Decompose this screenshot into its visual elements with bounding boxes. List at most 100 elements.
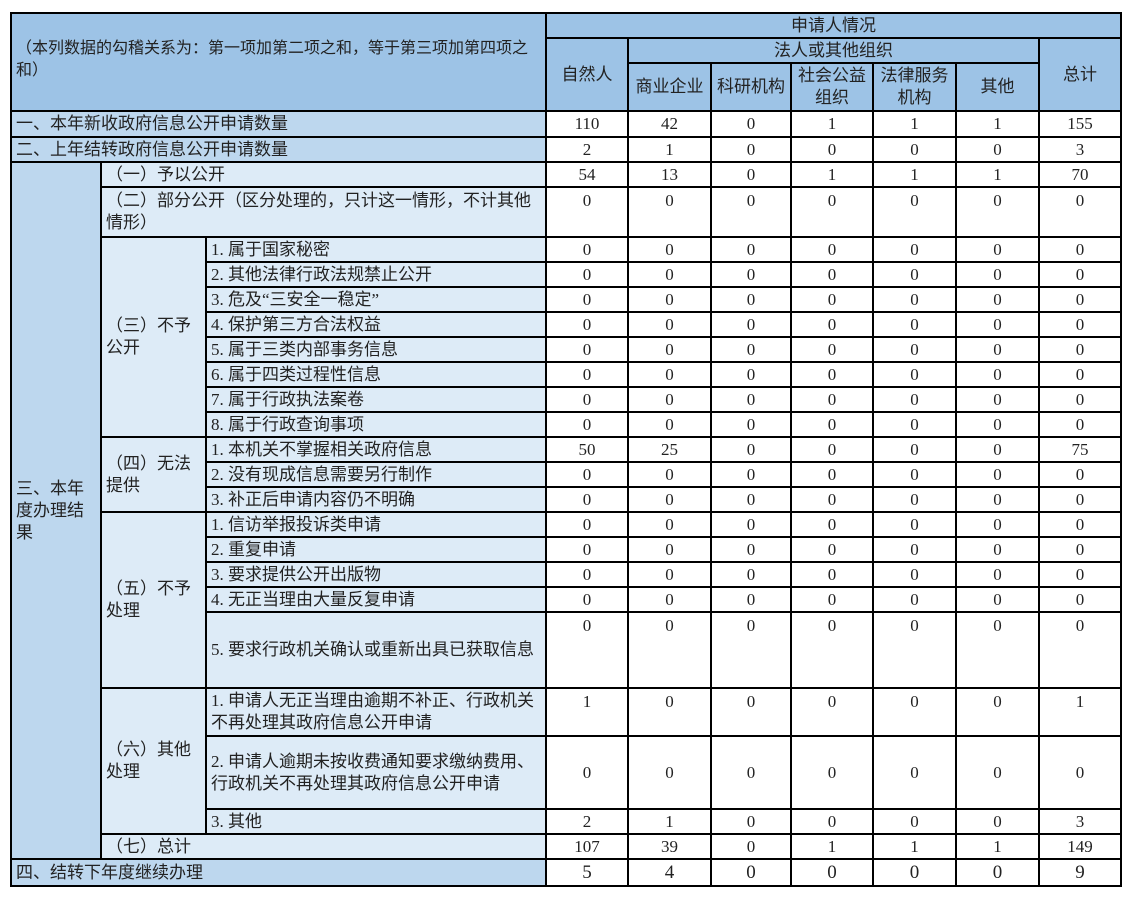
table-row: 8. 属于行政查询事项 0 0 0 0 0 0 0 (11, 411, 1123, 438)
value-cell: 0 (790, 186, 874, 238)
value-cell: 0 (710, 336, 792, 363)
value-cell: 0 (790, 461, 874, 488)
value-cell: 0 (1037, 411, 1123, 438)
value-cell: 1 (872, 110, 957, 138)
value-cell: 0 (545, 386, 629, 413)
value-cell: 0 (790, 361, 874, 388)
value-cell: 0 (872, 486, 957, 513)
value-cell: 0 (1037, 511, 1123, 538)
value-cell: 110 (545, 110, 629, 138)
value-cell: 0 (955, 586, 1040, 613)
value-cell: 0 (545, 261, 629, 288)
value-cell: 0 (710, 561, 792, 588)
value-cell: 0 (1037, 361, 1123, 388)
value-cell: 0 (1037, 486, 1123, 513)
table-row: （二）部分公开（区分处理的，只计这一情形，不计其他情形） 0 0 0 0 0 0 0 (11, 186, 1123, 238)
value-cell: 0 (790, 236, 874, 263)
value-cell: 0 (955, 561, 1040, 588)
value-cell: 0 (872, 461, 957, 488)
value-cell: 0 (1037, 186, 1123, 238)
value-cell: 0 (790, 586, 874, 613)
value-cell: 0 (955, 687, 1040, 737)
section-1-label: 一、本年新收政府信息公开申请数量 (10, 110, 547, 138)
item-label: 8. 属于行政查询事项 (205, 411, 547, 438)
item-label: 5. 要求行政机关确认或重新出具已获取信息 (205, 611, 547, 689)
value-cell: 0 (790, 561, 874, 588)
value-cell: 0 (710, 261, 792, 288)
value-cell: 0 (872, 286, 957, 313)
table-row: （五）不予处理 1. 信访举报投诉类申请 0 0 0 0 0 0 0 (11, 511, 1123, 689)
value-cell: 0 (627, 261, 712, 288)
value-cell: 0 (627, 461, 712, 488)
value-cell: 50 (545, 436, 629, 463)
value-cell: 0 (872, 411, 957, 438)
table-row: 7. 属于行政执法案卷 0 0 0 0 0 0 0 (11, 386, 1123, 413)
value-cell: 0 (790, 735, 874, 810)
value-cell: 0 (1037, 286, 1123, 313)
natural-person-header: 自然人 (545, 37, 629, 112)
value-cell: 0 (872, 236, 957, 263)
value-cell: 1 (790, 161, 874, 188)
value-cell: 1 (627, 808, 712, 835)
value-cell: 9 (1037, 858, 1123, 887)
value-cell: 0 (955, 236, 1040, 263)
value-cell: 0 (872, 136, 957, 163)
value-cell: 0 (790, 611, 874, 689)
value-cell: 0 (627, 486, 712, 513)
value-cell: 1 (545, 687, 629, 737)
value-cell: 0 (955, 735, 1040, 810)
value-cell: 0 (955, 536, 1040, 563)
table-row: 6. 属于四类过程性信息 0 0 0 0 0 0 0 (11, 361, 1123, 388)
table-row: （四）无法提供 1. 本机关不掌握相关政府信息 50 25 0 0 0 0 75 (11, 436, 1123, 513)
value-cell: 0 (955, 361, 1040, 388)
value-cell: 0 (790, 536, 874, 563)
item-label: 1. 申请人无正当理由逾期不补正、行政机关不再处理其政府信息公开申请 (205, 687, 547, 737)
value-cell: 0 (872, 336, 957, 363)
section-2-label: 二、上年结转政府信息公开申请数量 (10, 136, 547, 163)
item-label: 2. 其他法律行政法规禁止公开 (205, 261, 547, 288)
item-label: 1. 本机关不掌握相关政府信息 (205, 436, 547, 463)
org-type-header: 法律服务机构 (872, 62, 957, 112)
value-cell: 0 (790, 286, 874, 313)
table-row: 3. 要求提供公开出版物 0 0 0 0 0 0 0 (11, 561, 1123, 588)
item-label: 3. 危及“三安全一稳定” (205, 286, 547, 313)
gov-info-disclosure-table: （本列数据的勾稽关系为：第一项加第二项之和，等于第三项加第四项之和） 申请人情况… (10, 12, 1123, 887)
value-cell: 0 (627, 361, 712, 388)
legal-org-header: 法人或其他组织 (627, 37, 1040, 64)
value-cell: 3 (1037, 808, 1123, 835)
value-cell: 0 (790, 386, 874, 413)
value-cell: 2 (545, 808, 629, 835)
value-cell: 0 (790, 858, 874, 887)
value-cell: 0 (872, 386, 957, 413)
value-cell: 0 (1037, 386, 1123, 413)
value-cell: 0 (790, 311, 874, 338)
value-cell: 0 (710, 236, 792, 263)
value-cell: 0 (955, 311, 1040, 338)
value-cell: 0 (1037, 735, 1123, 810)
org-type-header: 商业企业 (627, 62, 712, 112)
group-label: （二）部分公开（区分处理的，只计这一情形，不计其他情形） (100, 186, 547, 238)
value-cell: 0 (955, 486, 1040, 513)
value-cell: 0 (545, 311, 629, 338)
value-cell: 0 (710, 486, 792, 513)
value-cell: 0 (710, 311, 792, 338)
item-label: 2. 没有现成信息需要另行制作 (205, 461, 547, 488)
value-cell: 0 (627, 286, 712, 313)
value-cell: 0 (710, 186, 792, 238)
applicant-header: 申请人情况 (544, 12, 1123, 39)
table-row: 2. 重复申请 0 0 0 0 0 0 0 (11, 536, 1123, 563)
value-cell: 54 (545, 161, 629, 188)
value-cell: 0 (872, 511, 957, 538)
value-cell: 0 (872, 261, 957, 288)
value-cell: 5 (545, 858, 629, 887)
value-cell: 0 (872, 561, 957, 588)
group-label: （一）予以公开 (100, 161, 547, 188)
section-3-label: 三、本年度办理结果 (10, 161, 102, 860)
table-row: 3. 补正后申请内容仍不明确 0 0 0 0 0 0 0 (11, 486, 1123, 513)
value-cell: 0 (627, 236, 712, 263)
value-cell: 0 (710, 286, 792, 313)
value-cell: 0 (710, 735, 792, 810)
value-cell: 0 (955, 461, 1040, 488)
item-label: 7. 属于行政执法案卷 (205, 386, 547, 413)
value-cell: 0 (955, 808, 1040, 835)
